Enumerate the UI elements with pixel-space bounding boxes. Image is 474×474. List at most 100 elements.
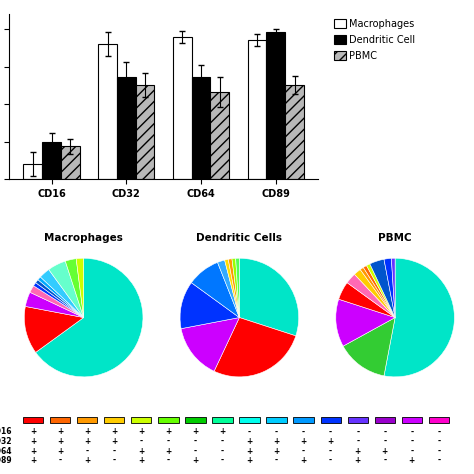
Bar (347, 417, 368, 423)
Text: -: - (410, 428, 413, 437)
Text: +: + (138, 456, 145, 465)
Text: +: + (273, 447, 280, 456)
Wedge shape (360, 267, 395, 318)
Wedge shape (180, 283, 239, 328)
Text: -: - (221, 456, 224, 465)
Wedge shape (40, 270, 83, 318)
Bar (428, 417, 449, 423)
Text: -: - (383, 456, 386, 465)
Text: -: - (438, 456, 440, 465)
Wedge shape (343, 318, 395, 376)
Text: +: + (111, 437, 118, 446)
Bar (320, 417, 341, 423)
Wedge shape (370, 259, 395, 318)
Text: -: - (167, 437, 170, 446)
Text: +: + (57, 447, 64, 456)
Text: +: + (301, 456, 307, 465)
Bar (401, 417, 422, 423)
Wedge shape (363, 265, 395, 318)
Wedge shape (30, 286, 83, 318)
Bar (239, 417, 260, 423)
Text: +: + (111, 428, 118, 437)
Text: CD16: CD16 (0, 428, 12, 437)
Wedge shape (355, 270, 395, 318)
Bar (131, 417, 152, 423)
Text: -: - (167, 456, 170, 465)
Text: -: - (248, 428, 251, 437)
Text: +: + (57, 428, 64, 437)
Bar (266, 32, 285, 179)
Text: +: + (84, 428, 91, 437)
Text: +: + (84, 456, 91, 465)
Bar (104, 417, 124, 423)
Bar (158, 417, 179, 423)
Text: -: - (221, 447, 224, 456)
Text: -: - (356, 437, 359, 446)
Text: +: + (165, 447, 172, 456)
Bar (285, 85, 304, 179)
Wedge shape (392, 258, 395, 318)
Wedge shape (191, 263, 239, 318)
Text: +: + (246, 447, 253, 456)
Bar (42, 142, 61, 179)
Wedge shape (218, 260, 239, 318)
Title: Dendritic Cells: Dendritic Cells (196, 233, 283, 243)
Wedge shape (239, 258, 299, 336)
Text: +: + (84, 437, 91, 446)
Text: +: + (30, 428, 36, 437)
Text: -: - (329, 447, 332, 456)
Bar (24, 164, 42, 179)
Text: +: + (30, 456, 36, 465)
Text: +: + (138, 428, 145, 437)
Wedge shape (214, 318, 296, 377)
Text: -: - (410, 447, 413, 456)
Bar (136, 85, 155, 179)
Wedge shape (336, 299, 395, 346)
Text: +: + (57, 437, 64, 446)
Text: -: - (275, 456, 278, 465)
Bar (61, 146, 80, 179)
Text: +: + (165, 428, 172, 437)
Text: -: - (302, 447, 305, 456)
Text: +: + (192, 428, 199, 437)
Text: -: - (221, 437, 224, 446)
Text: +: + (246, 456, 253, 465)
Wedge shape (36, 280, 83, 318)
Legend: Macrophages, Dendritic Cell, PBMC: Macrophages, Dendritic Cell, PBMC (334, 19, 416, 61)
Wedge shape (384, 258, 455, 377)
Wedge shape (49, 261, 83, 318)
Wedge shape (366, 264, 395, 318)
Bar (185, 417, 206, 423)
Text: -: - (302, 428, 305, 437)
Bar (266, 417, 287, 423)
Title: Macrophages: Macrophages (44, 233, 123, 243)
Bar (23, 417, 43, 423)
Text: -: - (438, 447, 440, 456)
Text: -: - (113, 447, 116, 456)
Text: -: - (438, 428, 440, 437)
Bar (212, 417, 233, 423)
Wedge shape (232, 258, 239, 318)
Text: +: + (30, 437, 36, 446)
Text: +: + (409, 456, 415, 465)
Text: +: + (355, 447, 361, 456)
Wedge shape (339, 283, 395, 318)
Text: -: - (194, 447, 197, 456)
Text: -: - (59, 456, 62, 465)
Text: CD64: CD64 (0, 447, 12, 456)
Text: -: - (86, 447, 89, 456)
Wedge shape (65, 259, 83, 318)
Text: +: + (30, 447, 36, 456)
Text: +: + (382, 447, 388, 456)
Wedge shape (347, 274, 395, 318)
Text: +: + (355, 456, 361, 465)
Wedge shape (26, 292, 83, 318)
Text: +: + (219, 428, 226, 437)
Bar (50, 417, 70, 423)
Wedge shape (181, 318, 239, 371)
Text: -: - (275, 428, 278, 437)
Bar (173, 36, 191, 179)
Text: +: + (328, 437, 334, 446)
Wedge shape (236, 258, 239, 318)
Text: -: - (438, 437, 440, 446)
